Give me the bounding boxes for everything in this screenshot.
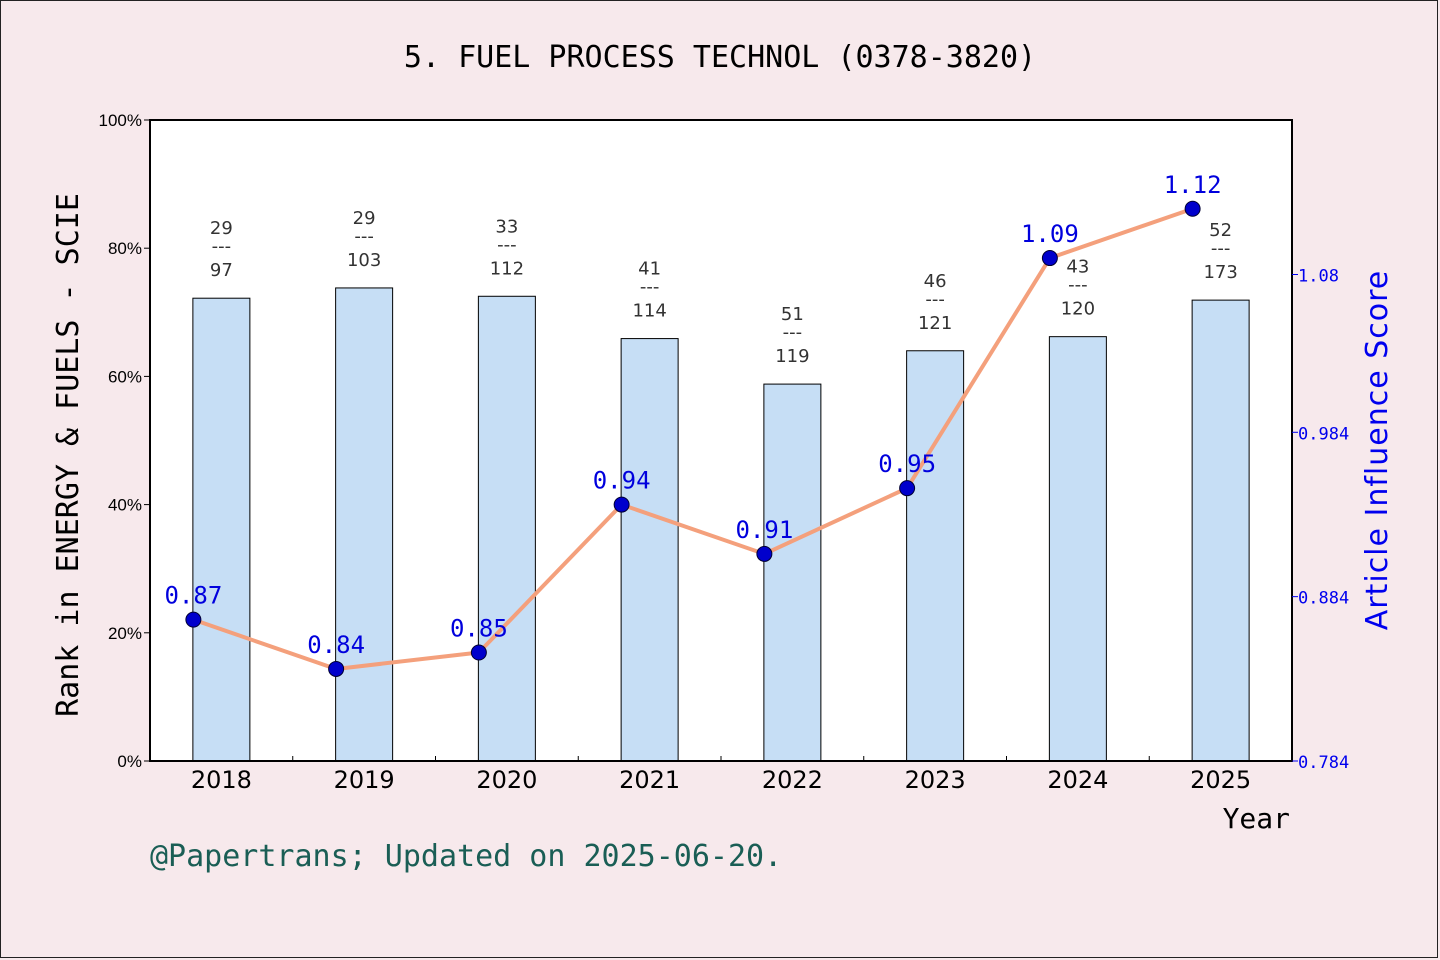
left-tick-label: 60%	[108, 367, 142, 386]
x-tick-label: 2020	[476, 766, 537, 794]
rank-total: 103	[347, 250, 381, 271]
rank-total: 119	[775, 346, 809, 367]
rank-separator: ---	[497, 234, 517, 255]
right-tick-label: 1.08	[1298, 266, 1339, 286]
y-axis-label-left: Rank in ENERGY & FUELS - SCIE	[51, 193, 86, 717]
left-tick-label: 100%	[99, 111, 142, 130]
rank-separator: ---	[212, 236, 232, 257]
bar-2018	[192, 297, 251, 762]
ais-line-segment	[476, 502, 624, 655]
rank-total: 120	[1061, 299, 1095, 320]
ais-line-segment	[334, 650, 481, 671]
rank-label: 51	[781, 304, 804, 325]
bar-2021	[620, 338, 679, 762]
rank-separator: ---	[1211, 238, 1231, 259]
ais-line-segment	[619, 502, 767, 556]
x-tick-label: 2022	[762, 766, 823, 794]
left-axis-ticks: 0% 20% 40% 60% 80% 100%	[99, 111, 150, 771]
right-tick-label: 0.884	[1298, 589, 1349, 609]
ais-point-2023	[899, 480, 916, 497]
right-tick-label: 0.984	[1298, 424, 1349, 444]
x-axis-label: Year	[1223, 802, 1290, 835]
ais-point-2019	[328, 660, 345, 677]
rank-label: 41	[638, 259, 661, 280]
footer-credit: @Papertrans; Updated on 2025-06-20.	[150, 839, 782, 874]
left-tick-label: 80%	[108, 239, 142, 258]
ais-line-segment	[905, 256, 1052, 491]
rank-label: 43	[1066, 257, 1089, 278]
ais-line-segment	[1047, 206, 1195, 261]
ais-point-2025	[1184, 200, 1201, 217]
y-axis-label-right: Article Influence Score	[1360, 270, 1395, 631]
rank-separator: ---	[1068, 275, 1088, 296]
rank-label: 33	[495, 216, 518, 237]
rank-separator: ---	[925, 289, 945, 310]
rank-label: 29	[353, 208, 376, 229]
x-axis-ticks: 2018 2019 2020 2021 2022 2023 2024 2025	[149, 756, 1293, 794]
ais-point-2021	[613, 496, 630, 513]
ais-value-label: 0.91	[735, 516, 793, 544]
ais-point-2018	[185, 611, 202, 628]
rank-total: 121	[918, 313, 952, 334]
left-tick-label: 40%	[108, 496, 142, 515]
ais-value-label: 0.87	[164, 582, 222, 610]
ais-value-label: 1.09	[1021, 220, 1079, 248]
rank-total: 173	[1203, 262, 1237, 283]
ais-point-2024	[1041, 250, 1058, 267]
rank-label: 46	[924, 271, 947, 292]
ais-line-segment	[762, 486, 910, 556]
x-tick-label: 2018	[191, 766, 252, 794]
left-tick-label: 0%	[117, 752, 142, 771]
ais-value-label: 0.85	[450, 615, 508, 643]
right-axis-ticks: 0.784 0.884 0.984 1.08	[1292, 266, 1349, 773]
right-tick-label: 0.784	[1298, 753, 1349, 773]
rank-label: 52	[1209, 220, 1232, 241]
ais-value-label: 0.95	[878, 450, 936, 478]
ais-value-label: 0.94	[593, 467, 651, 495]
bar-2019	[335, 287, 394, 762]
ais-value-label: 0.84	[307, 631, 365, 659]
x-tick-label: 2025	[1190, 766, 1251, 794]
rank-separator: ---	[640, 277, 660, 298]
ais-line-segment	[191, 617, 339, 671]
ais-point-2020	[470, 644, 487, 661]
rank-total: 112	[490, 258, 524, 279]
line-layer: 0.87 0.84 0.85 0.94 0.91 0.95 1.09 1.12	[164, 171, 1222, 677]
bars-layer	[192, 287, 1250, 762]
left-tick-label: 20%	[108, 624, 142, 643]
x-tick-label: 2024	[1047, 766, 1108, 794]
rank-separator: ---	[783, 322, 803, 343]
rank-separator: ---	[354, 226, 374, 247]
rank-label: 29	[210, 218, 233, 239]
x-tick-label: 2023	[905, 766, 966, 794]
x-tick-label: 2019	[334, 766, 395, 794]
bar-2020	[477, 295, 536, 762]
x-tick-label: 2021	[619, 766, 680, 794]
chart-title: 5. FUEL PROCESS TECHNOL (0378-3820)	[404, 40, 1036, 75]
rank-total: 114	[632, 301, 666, 322]
ais-value-label: 1.12	[1164, 171, 1222, 199]
ais-point-2022	[756, 545, 773, 562]
bar-2022	[763, 383, 822, 762]
bar-2024	[1048, 336, 1107, 762]
rank-total: 97	[210, 260, 233, 281]
bar-2025	[1191, 299, 1250, 762]
